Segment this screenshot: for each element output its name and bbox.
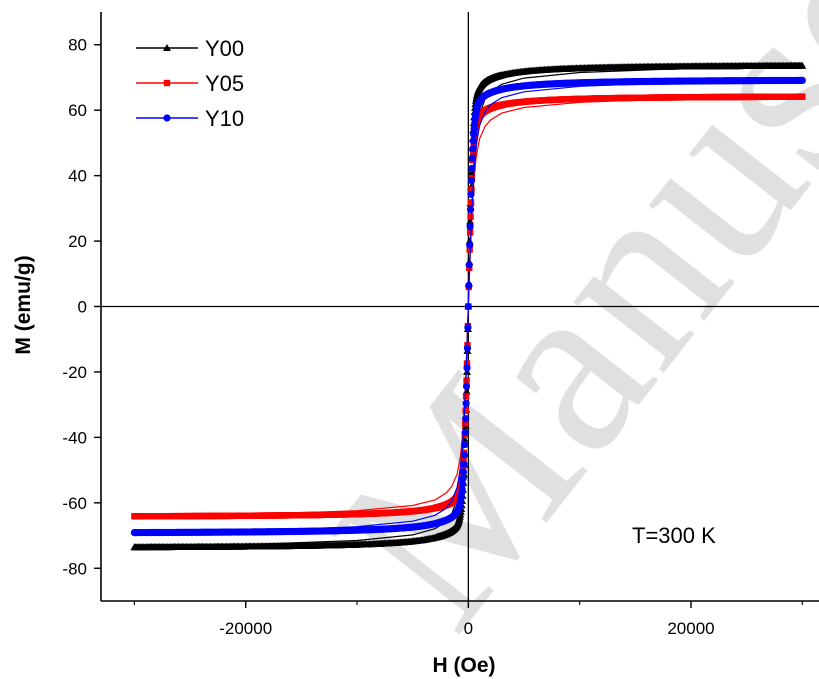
data-point-y10 <box>466 223 474 231</box>
data-point-y10 <box>464 324 472 332</box>
data-point-y10 <box>463 364 471 372</box>
y-tick-label: 60 <box>68 101 87 120</box>
x-tick-label: -20000 <box>219 619 272 638</box>
data-point-y10 <box>465 281 473 289</box>
data-point-y00 <box>798 61 807 69</box>
data-point-y10 <box>458 480 467 488</box>
legend-label-y00: Y00 <box>205 36 244 61</box>
data-point-y10 <box>468 164 476 173</box>
y-tick-label: 20 <box>68 232 87 251</box>
data-point-y10 <box>460 451 468 459</box>
data-point-y05 <box>462 407 469 414</box>
data-point-y05 <box>470 149 477 157</box>
y-tick-label: -20 <box>62 363 87 382</box>
data-point-y10 <box>461 428 469 437</box>
y-tick-label: -60 <box>62 494 87 513</box>
data-point-y10 <box>463 344 472 352</box>
data-point-y05 <box>462 393 470 400</box>
data-point-y05 <box>462 420 469 427</box>
data-point-y10 <box>462 382 471 390</box>
data-point-y10 <box>462 415 470 423</box>
data-point-y10 <box>468 154 476 162</box>
legend-label-y10: Y10 <box>205 106 244 131</box>
legend-marker-y00 <box>163 44 171 51</box>
data-point-y10 <box>464 302 472 311</box>
temperature-annotation: T=300 K <box>632 523 716 548</box>
data-point-y10 <box>459 475 467 483</box>
data-point-y05 <box>460 456 467 464</box>
y-tick-label: -80 <box>62 559 87 578</box>
data-point-y05 <box>467 213 474 220</box>
legend-label-y05: Y05 <box>205 71 244 96</box>
data-point-y10 <box>459 468 468 476</box>
data-point-y05 <box>466 246 473 253</box>
data-point-y10 <box>466 206 475 214</box>
x-tick-label: 20000 <box>667 619 714 638</box>
data-point-y05 <box>463 360 471 367</box>
legend-marker-y05 <box>163 79 171 87</box>
data-point-y10 <box>798 76 806 85</box>
data-point-y05 <box>463 377 470 384</box>
x-axis-title: H (Oe) <box>433 654 496 677</box>
data-point-y10 <box>467 190 475 198</box>
legend-marker-y10 <box>163 114 171 122</box>
y-tick-label: 0 <box>78 298 87 317</box>
y-tick-label: 80 <box>68 36 87 55</box>
data-point-y10 <box>462 399 470 407</box>
data-point-y10 <box>465 261 473 269</box>
data-point-y05 <box>468 186 475 193</box>
plot-area: -80 -60 -40 -20 0 20 40 60 80 -20000 0 20000 Y00 Y05 Y… <box>62 12 819 638</box>
data-point-y10 <box>460 460 468 468</box>
data-point-y05 <box>467 199 475 206</box>
y-tick-label: -40 <box>62 428 87 447</box>
y-tick-label: 40 <box>68 167 87 186</box>
data-point-y05 <box>466 229 474 236</box>
data-point-y10 <box>467 176 476 185</box>
data-point-y10 <box>461 440 469 449</box>
data-point-y10 <box>470 130 478 138</box>
data-point-y10 <box>466 241 474 249</box>
data-point-y10 <box>469 137 477 145</box>
y-axis-title: M (emu/g) <box>12 255 35 354</box>
x-tick-label: 0 <box>464 619 473 638</box>
data-point-y10 <box>469 145 477 153</box>
data-point-y05 <box>799 93 806 100</box>
